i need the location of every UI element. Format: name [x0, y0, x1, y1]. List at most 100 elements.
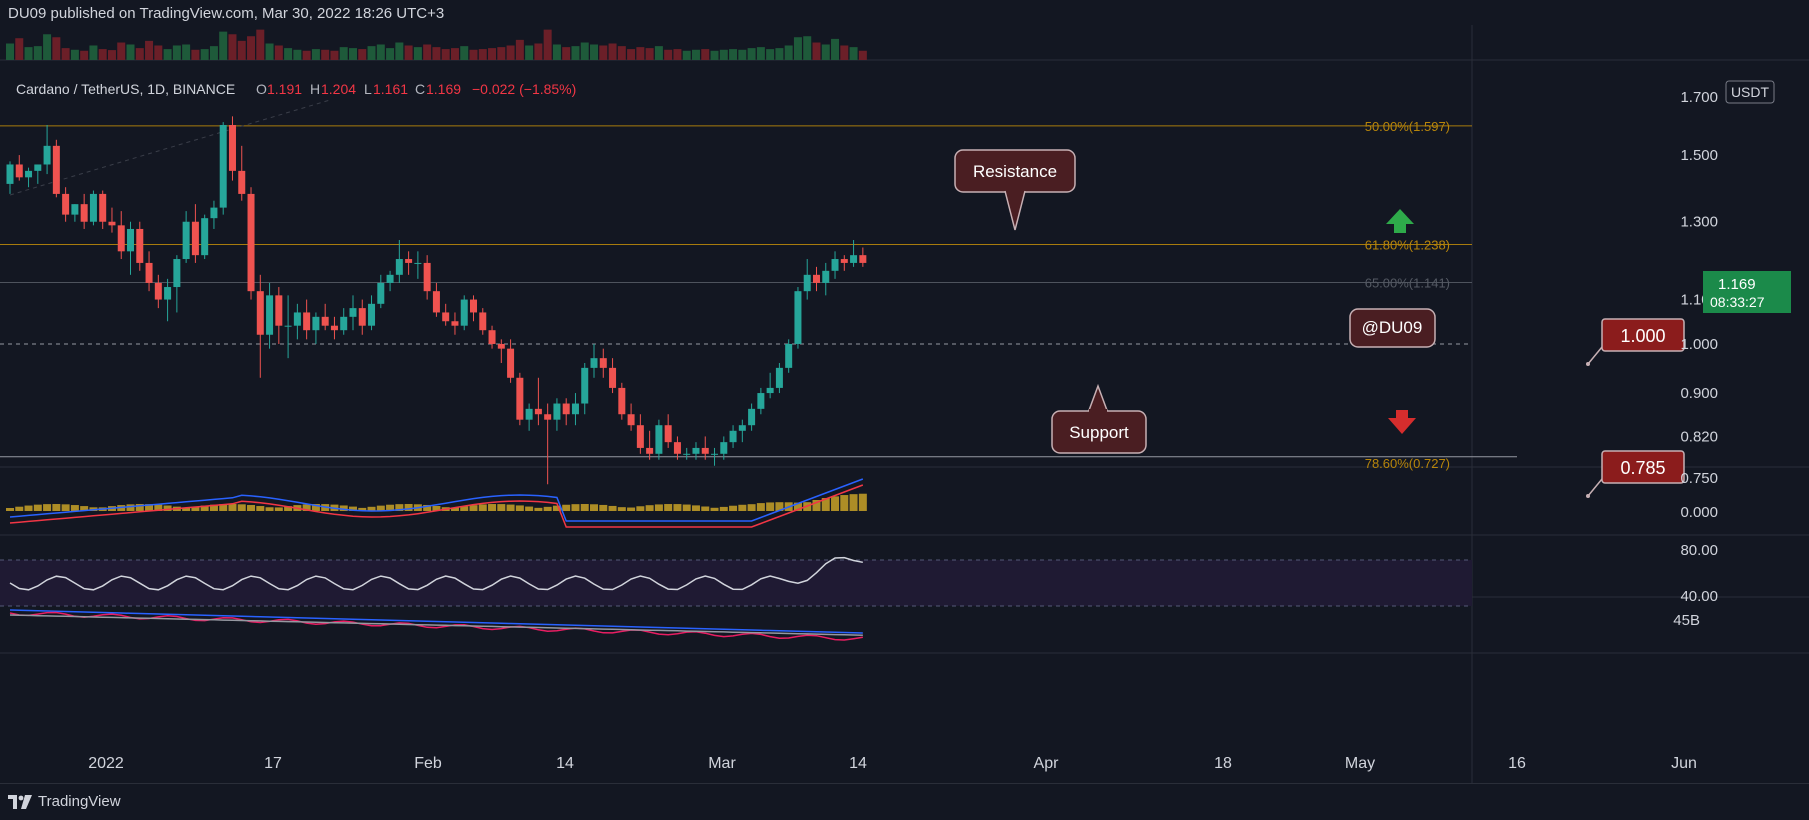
candle-body — [330, 325, 338, 331]
macd-histogram-bar — [701, 506, 710, 511]
currency-label: USDT — [1731, 84, 1770, 100]
macd-histogram-bar — [395, 504, 404, 511]
candle-body — [108, 221, 116, 226]
ohlc-low: 1.161 — [373, 81, 408, 97]
price-tick-label: 1.000 — [1680, 336, 1718, 353]
volume-bar — [107, 50, 116, 60]
volume-bar — [274, 45, 283, 60]
obv-axis-label: 45B — [1673, 612, 1700, 629]
volume-bar — [293, 49, 302, 60]
volume-bar — [803, 36, 812, 60]
macd-histogram-bar — [719, 506, 728, 511]
volume-bar — [654, 46, 663, 60]
macd-histogram-bar — [33, 504, 42, 511]
ohlc-high: 1.204 — [321, 81, 356, 97]
candle-body — [34, 164, 42, 171]
macd-histogram-bar — [645, 505, 654, 511]
candle-body — [525, 408, 533, 420]
macd-histogram-bar — [673, 504, 682, 511]
obv-panel — [9, 609, 863, 641]
volume-bar — [812, 42, 821, 60]
volume-bar — [590, 44, 599, 60]
tradingview-brand: TradingView — [38, 793, 121, 810]
volume-bar — [793, 37, 802, 60]
candle-body — [432, 291, 440, 313]
candle-body — [15, 164, 23, 178]
candle-body — [284, 325, 292, 327]
macd-histogram-bar — [469, 505, 478, 511]
candle-body — [414, 262, 422, 264]
macd-axis-label: 0.000 — [1680, 504, 1718, 521]
macd-histogram-bar — [256, 506, 265, 511]
macd-histogram-bar — [599, 504, 608, 511]
resistance-pointer — [1004, 190, 1026, 231]
candle-body — [646, 447, 654, 454]
candle-body — [228, 125, 236, 171]
macd-histogram-bar — [52, 504, 61, 511]
price-tick-label: 0.900 — [1680, 385, 1718, 402]
level-dot — [1586, 362, 1590, 366]
fib-label: 50.00%(1.597) — [1365, 119, 1450, 134]
volume-bar — [478, 49, 487, 60]
macd-histogram-bar — [766, 502, 775, 511]
volume-bar — [311, 49, 320, 60]
volume-bar — [43, 34, 52, 60]
macd-histogram-bar — [265, 507, 274, 511]
macd-histogram-bar — [840, 495, 849, 511]
candle-body — [247, 193, 255, 292]
macd-histogram-bar — [849, 494, 858, 511]
macd-histogram-bar — [386, 504, 395, 511]
volume-bars — [6, 29, 867, 60]
volume-bar — [330, 50, 339, 60]
candle-body — [590, 358, 598, 368]
volume-bar — [701, 49, 710, 60]
candle-body — [609, 367, 617, 388]
candle-body — [154, 282, 162, 300]
volume-bar — [70, 49, 79, 60]
volume-bar — [627, 49, 636, 60]
candle-body — [581, 367, 589, 404]
level-box — [1601, 450, 1685, 484]
macd-histogram-bar — [274, 507, 283, 511]
candle-body — [794, 291, 802, 344]
candle-body — [840, 259, 848, 263]
volume-bar — [729, 49, 738, 60]
date-tick-label: Jun — [1671, 755, 1697, 772]
macd-histogram-bar — [460, 506, 469, 511]
candle-body — [766, 387, 774, 394]
candle-body — [368, 303, 376, 326]
candle-body — [52, 145, 60, 194]
macd-histogram-bar — [858, 493, 867, 511]
volume-bar — [710, 50, 719, 60]
volume-bar — [265, 43, 274, 60]
volume-bar — [15, 38, 24, 60]
macd-histogram-bar — [70, 505, 79, 511]
macd-histogram-bar — [552, 505, 561, 511]
macd-histogram-bar — [793, 502, 802, 511]
volume-bar — [515, 39, 524, 60]
resistance-label: Resistance — [973, 162, 1057, 181]
candle-body — [442, 312, 450, 322]
candle-body — [62, 193, 70, 215]
volume-bar — [432, 47, 441, 60]
volume-bar — [135, 48, 144, 60]
candle-body — [516, 377, 524, 420]
macd-histogram-bar — [590, 504, 599, 511]
volume-bar — [395, 42, 404, 60]
volume-bar — [840, 45, 849, 60]
volume-bar — [386, 48, 395, 60]
macd-histogram-bar — [284, 506, 293, 511]
candle-body — [775, 367, 783, 388]
date-tick-label: Feb — [414, 755, 442, 772]
date-tick-label: Mar — [708, 755, 736, 772]
candle-body — [683, 453, 691, 455]
price-chart[interactable]: 50.00%(1.597) 61.80%(1.238) 65.00%(1.141) 7… — [0, 25, 1809, 783]
candle-body — [136, 228, 144, 263]
date-tick-label: May — [1345, 755, 1375, 772]
macd-histogram-bar — [302, 504, 311, 511]
date-tick-label: 2022 — [88, 755, 124, 772]
candles — [6, 116, 867, 485]
volume-bar — [858, 50, 867, 60]
macd-histogram-bar — [488, 504, 497, 511]
volume-bar — [766, 49, 775, 60]
